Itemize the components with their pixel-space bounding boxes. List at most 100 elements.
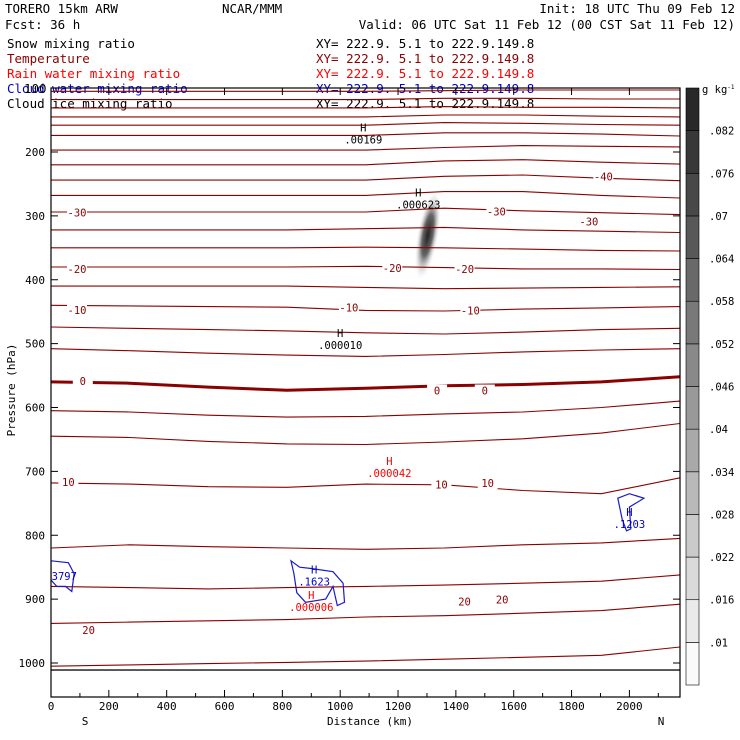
x-tick-label: 200 (99, 700, 119, 713)
contour-label-bg (431, 478, 452, 491)
x-tick-label: 400 (157, 700, 177, 713)
colorbar-tick-label: .028 (709, 509, 734, 521)
isotherm-label: -20 (455, 264, 474, 276)
y-axis-title: Pressure (hPa) (5, 344, 18, 437)
colorbar-tick-label: .034 (709, 467, 734, 479)
colorbar-level (685, 130, 700, 174)
extremum-value: .00169 (344, 135, 382, 147)
y-tick-label: 600 (25, 402, 45, 415)
plot-frame (50, 87, 681, 698)
field-name: Rain water mixing ratio (7, 66, 180, 81)
isotherm-line (51, 226, 680, 234)
isotherm-line (51, 574, 680, 590)
isotherm-line (51, 159, 680, 166)
x-tick-label: 600 (215, 700, 235, 713)
isotherm-line (51, 174, 680, 182)
colorbar-tick-label: .052 (709, 339, 734, 351)
y-tick-label: 200 (25, 146, 45, 159)
colorbar-level (685, 556, 700, 601)
field-section-coords: XY= 222.9. 5.1 to 222.9.149.8 (316, 51, 534, 66)
isotherm-line (51, 106, 680, 109)
colorbar-level (685, 599, 700, 643)
field-name: Temperature (7, 51, 90, 66)
contour-label-bg (427, 384, 448, 397)
contour-label-bg (67, 206, 88, 219)
contour-label-bg (454, 595, 475, 608)
extremum-value: .000006 (289, 602, 333, 614)
plot-area: -30 -20 -10 0 10 20 -40 -30 -30 -20 -20 -10 -10 0 0 10 1… (50, 87, 681, 698)
colorbar-tick-label: .022 (709, 552, 734, 564)
isotherm-label: -40 (594, 172, 613, 184)
isotherm-line (51, 326, 680, 335)
contour-label-bg (67, 263, 88, 276)
x-end-label-south: S (82, 715, 89, 728)
isotherm-line (51, 603, 680, 624)
header: TORERO 15km ARW NCAR/MMM Init: 18 UTC Th… (5, 1, 735, 111)
x-tick-label: 1400 (443, 700, 470, 713)
colorbar-level (685, 514, 700, 558)
freezing-isotherm (51, 375, 680, 392)
below-ground (51, 670, 680, 697)
extremum-value: .1203 (614, 519, 646, 531)
extremum-marker: H (337, 328, 343, 340)
contour-label-bg (58, 475, 79, 488)
extremum-marker: H (308, 590, 314, 602)
cloud-water-contour (51, 560, 75, 593)
x-tick-label: 1000 (327, 700, 354, 713)
extremum-value: .000623 (396, 200, 440, 212)
isotherm-label: 10 (435, 479, 448, 491)
y-tick-label: 700 (25, 465, 45, 478)
field-name: Cloud ice mixing ratio (7, 96, 173, 111)
isotherm-label: 20 (458, 596, 471, 608)
colorbar-tick-label: .064 (709, 254, 734, 266)
x-tick-label: 1600 (500, 700, 527, 713)
x-axis-title: Distance (km) (327, 715, 413, 728)
contour-label-bg (593, 170, 614, 183)
x-tick-label: 2000 (616, 700, 643, 713)
isotherm-line (51, 477, 680, 495)
colorbar-tick-label: .076 (709, 168, 734, 180)
isotherm-line (51, 265, 680, 271)
extremum-value: .000010 (318, 340, 362, 352)
init-time: Init: 18 UTC Thu 09 Feb 12 (539, 1, 735, 16)
cloud-water-contour (290, 559, 346, 607)
isotherm-line (51, 285, 680, 290)
colorbar-tick-label: .016 (709, 595, 734, 607)
colorbar-tick-label: .07 (709, 211, 728, 223)
snow-mixing-ratio-shading (413, 194, 441, 286)
extremum-marker: H (415, 188, 421, 200)
contour-label-bg (338, 301, 359, 314)
isotherm-label: 0 (482, 386, 488, 398)
isotherm-label: 0 (434, 386, 440, 398)
contour-label-bg (78, 624, 99, 637)
plot-content: -30 -20 -10 0 10 20 -40 -30 -30 -20 -20 -10 -10 0 0 10 1… (51, 89, 680, 697)
isotherm-line (51, 114, 680, 118)
extremum-marker: H (386, 456, 392, 468)
isotherm-label: 10 (481, 478, 494, 490)
isotherm-line (51, 400, 680, 418)
field-section-coords: XY= 222.9. 5.1 to 222.9.149.8 (316, 66, 534, 81)
isotherm-line (51, 89, 680, 92)
y-tick-label: 400 (25, 274, 45, 287)
isotherm-line (51, 348, 680, 357)
colorbar-level (685, 87, 700, 131)
isotherm-line (51, 537, 680, 550)
contour-label-bg (382, 261, 403, 274)
colorbar-level (685, 386, 700, 430)
isotherm-line (51, 422, 680, 446)
y-tick-label: 800 (25, 529, 45, 542)
x-tick-label: 1200 (385, 700, 412, 713)
isotherm-label: 10 (62, 477, 75, 489)
isotherm-line (51, 191, 680, 199)
forecast-hour: Fcst: 36 h (5, 17, 80, 32)
isotherm-line (51, 132, 680, 137)
colorbar-tick-label: .058 (709, 296, 734, 308)
colorbar-tick-label: .082 (709, 126, 734, 138)
isotherm-line (51, 207, 680, 216)
isotherm-label: 20 (496, 594, 509, 606)
isotherm-line (51, 646, 680, 667)
colorbar-unit: g kg-1 (702, 84, 735, 96)
contour-label-bg (474, 384, 495, 397)
axes: 0 200 400 600 800 1000 1200 1400 1600 1800 2000200… (19, 88, 680, 713)
